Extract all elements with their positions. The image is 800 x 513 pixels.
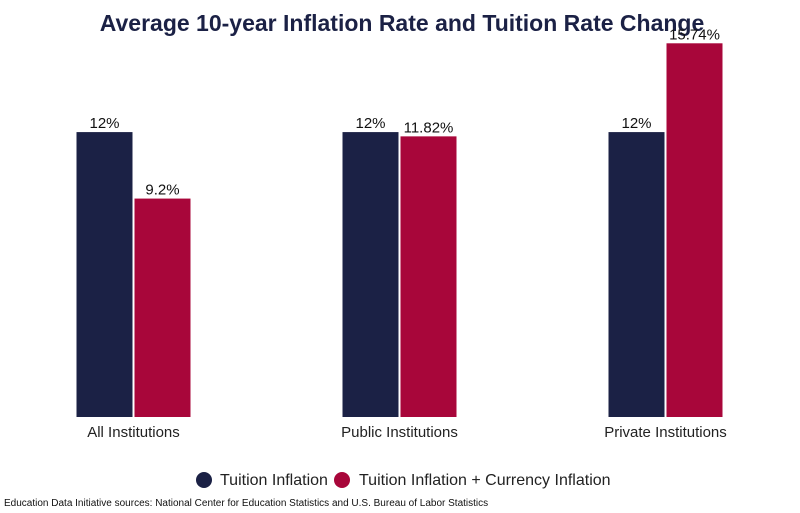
bar-tuition-inflation-1 (342, 132, 399, 417)
legend: Tuition Inflation Tuition Inflation + Cur… (196, 472, 611, 489)
value-label-0-1: 12% (355, 115, 385, 132)
source-note: Education Data Initiative sources: Natio… (4, 498, 488, 509)
bar-tuition-inflation-0 (76, 132, 133, 417)
legend-marker-1 (334, 472, 350, 488)
x-tick-label-1: Public Institutions (341, 424, 458, 441)
x-tick-label-2: Private Institutions (604, 424, 727, 441)
category-labels-layer: All Institutions Public Institutions Priva… (87, 424, 727, 441)
value-labels-layer: 12% 9.2% 12% 11.82% 12% 15.74% (89, 26, 719, 198)
legend-marker-0 (196, 472, 212, 488)
value-label-0-2: 12% (621, 115, 651, 132)
x-tick-label-0: All Institutions (87, 424, 180, 441)
value-label-0-0: 12% (89, 115, 119, 132)
value-label-1-1: 11.82% (404, 119, 454, 136)
value-label-1-0: 9.2% (145, 182, 179, 199)
chart-title: Average 10-year Inflation Rate and Tuiti… (100, 10, 705, 36)
bar-tuition-plus-currency-inflation-0 (134, 198, 191, 417)
value-label-1-2: 15.74% (669, 26, 720, 43)
legend-label-0: Tuition Inflation (220, 472, 328, 489)
bar-tuition-inflation-2 (608, 132, 665, 417)
bar-tuition-plus-currency-inflation-1 (400, 136, 457, 417)
legend-label-1: Tuition Inflation + Currency Inflation (359, 472, 611, 489)
bars-layer (76, 43, 723, 418)
bar-tuition-plus-currency-inflation-2 (666, 43, 723, 418)
